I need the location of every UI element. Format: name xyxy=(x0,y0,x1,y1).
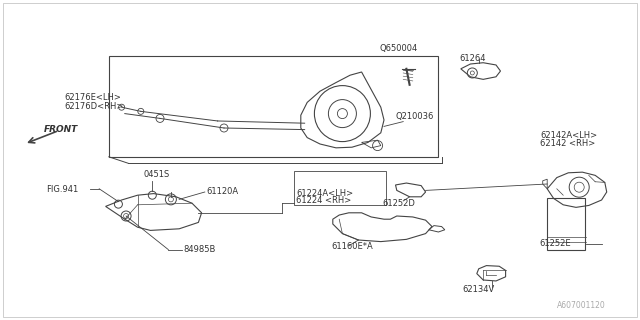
Text: 61120A: 61120A xyxy=(206,187,238,196)
Text: 62142 <RH>: 62142 <RH> xyxy=(540,139,595,148)
Text: 62176E<LH>: 62176E<LH> xyxy=(64,93,121,102)
Text: 0451S: 0451S xyxy=(143,170,170,179)
Bar xyxy=(294,171,387,205)
Text: 61264: 61264 xyxy=(460,54,486,63)
Text: 62176D<RH>: 62176D<RH> xyxy=(64,102,124,111)
Text: 61252D: 61252D xyxy=(383,199,415,208)
Text: Q650004: Q650004 xyxy=(380,44,418,53)
Text: Q210036: Q210036 xyxy=(396,112,434,121)
Text: 61224 <RH>: 61224 <RH> xyxy=(296,196,351,205)
Text: 62134V: 62134V xyxy=(463,285,495,294)
Text: FRONT: FRONT xyxy=(44,125,78,134)
Text: 61252E: 61252E xyxy=(540,239,571,248)
Text: 62142A<LH>: 62142A<LH> xyxy=(540,131,597,140)
Text: A607001120: A607001120 xyxy=(557,301,605,310)
Text: FIG.941: FIG.941 xyxy=(46,185,78,194)
Bar xyxy=(547,197,585,250)
Text: 61160E*A: 61160E*A xyxy=(331,242,372,251)
Text: 84985B: 84985B xyxy=(184,245,216,254)
Text: 61224A<LH>: 61224A<LH> xyxy=(296,189,353,198)
